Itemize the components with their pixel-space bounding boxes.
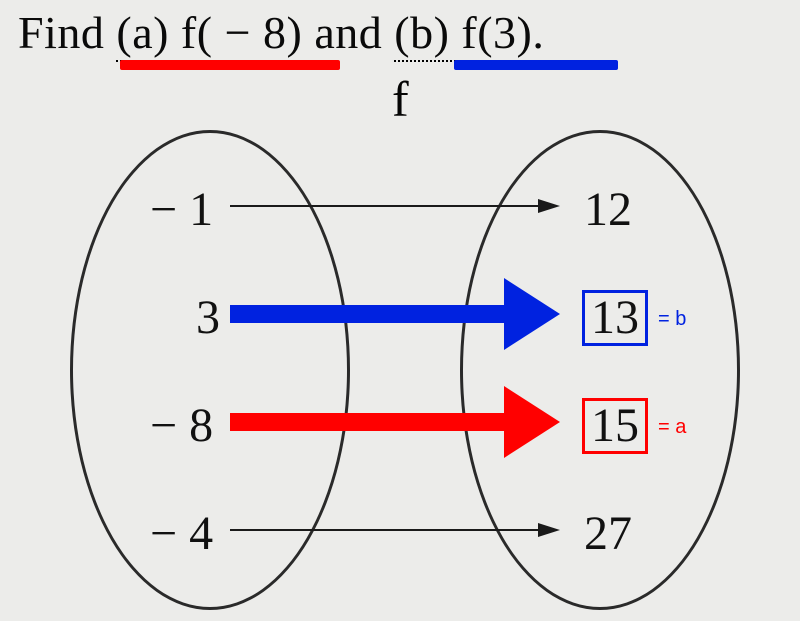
diagram-canvas: Find (a) f( − 8) and (b) f(3). f − 1 3 −… — [0, 0, 800, 621]
mapping-arrows — [0, 0, 800, 621]
